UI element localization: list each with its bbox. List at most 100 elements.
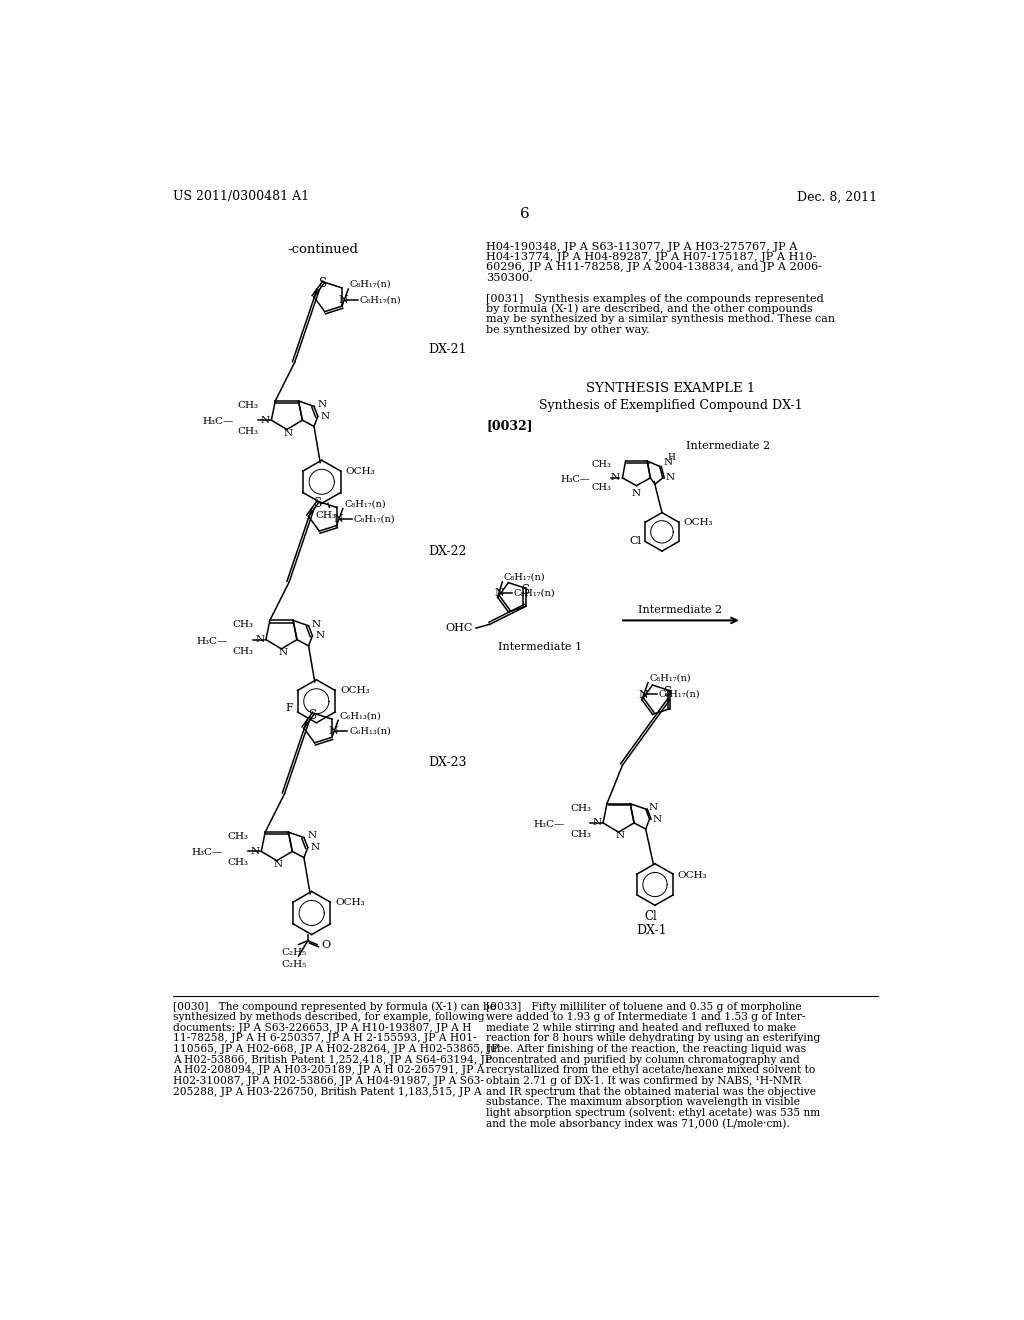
Text: N: N [664, 458, 673, 467]
Text: Intermediate 2: Intermediate 2 [686, 441, 770, 450]
Text: were added to 1.93 g of Intermediate 1 and 1.53 g of Inter-: were added to 1.93 g of Intermediate 1 a… [486, 1012, 806, 1022]
Text: SYNTHESIS EXAMPLE 1: SYNTHESIS EXAMPLE 1 [586, 381, 755, 395]
Text: C₆H₁₃(n): C₆H₁₃(n) [349, 726, 391, 735]
Text: S: S [521, 583, 529, 597]
Text: reaction for 8 hours while dehydrating by using an esterifying: reaction for 8 hours while dehydrating b… [486, 1034, 820, 1043]
Text: N: N [273, 861, 283, 869]
Text: 11-78258, JP A H 6-250357, JP A H 2-155593, JP A H01-: 11-78258, JP A H 6-250357, JP A H 2-1555… [173, 1034, 476, 1043]
Text: C₈H₁₇(n): C₈H₁₇(n) [344, 499, 386, 508]
Text: Synthesis of Exemplified Compound DX-1: Synthesis of Exemplified Compound DX-1 [539, 399, 803, 412]
Text: substance. The maximum absorption wavelength in visible: substance. The maximum absorption wavele… [486, 1097, 800, 1107]
Text: A H02-208094, JP A H03-205189, JP A H 02-265791, JP A: A H02-208094, JP A H03-205189, JP A H 02… [173, 1065, 484, 1076]
Text: N: N [321, 412, 330, 421]
Text: CH₃: CH₃ [227, 832, 249, 841]
Text: N: N [315, 631, 325, 640]
Text: 205288, JP A H03-226750, British Patent 1,183,515, JP A: 205288, JP A H03-226750, British Patent … [173, 1086, 481, 1097]
Text: C₈H₁₇(n): C₈H₁₇(n) [359, 296, 400, 305]
Text: N: N [495, 587, 504, 598]
Text: Cl: Cl [629, 536, 641, 546]
Text: obtain 2.71 g of DX-1. It was confirmed by NABS, ¹H-NMR: obtain 2.71 g of DX-1. It was confirmed … [486, 1076, 801, 1086]
Text: H₃C—: H₃C— [191, 849, 223, 858]
Text: H04-190348, JP A S63-113077, JP A H03-275767, JP A: H04-190348, JP A S63-113077, JP A H03-27… [486, 242, 798, 252]
Text: be synthesized by other way.: be synthesized by other way. [486, 325, 649, 335]
Text: OCH₃: OCH₃ [340, 686, 370, 694]
Text: DX-1: DX-1 [636, 924, 667, 937]
Text: N: N [639, 690, 648, 700]
Text: 60296, JP A H11-78258, JP A 2004-138834, and JP A 2006-: 60296, JP A H11-78258, JP A 2004-138834,… [486, 263, 822, 272]
Text: Dec. 8, 2011: Dec. 8, 2011 [797, 190, 877, 203]
Text: N: N [652, 814, 662, 824]
Text: N: N [649, 803, 658, 812]
Text: N: N [610, 474, 620, 482]
Text: C₈H₁₇(n): C₈H₁₇(n) [513, 589, 555, 597]
Text: Intermediate 1: Intermediate 1 [499, 643, 583, 652]
Text: [0030]   The compound represented by formula (X-1) can be: [0030] The compound represented by formu… [173, 1002, 496, 1012]
Text: DX-22: DX-22 [429, 545, 467, 557]
Text: S: S [309, 709, 317, 722]
Text: C₂H₅: C₂H₅ [282, 949, 306, 957]
Text: CH₃: CH₃ [238, 401, 259, 411]
Text: CH₃: CH₃ [232, 620, 253, 630]
Text: [0031]   Synthesis examples of the compounds represented: [0031] Synthesis examples of the compoun… [486, 293, 823, 304]
Text: H₃C—: H₃C— [202, 417, 233, 426]
Text: [0032]: [0032] [486, 418, 532, 432]
Text: O: O [322, 940, 331, 949]
Text: 350300.: 350300. [486, 273, 532, 282]
Text: concentrated and purified by column chromatography and: concentrated and purified by column chro… [486, 1055, 800, 1065]
Text: S: S [313, 496, 322, 510]
Text: CH₃: CH₃ [232, 647, 253, 656]
Text: N: N [251, 847, 260, 855]
Text: DX-23: DX-23 [429, 756, 467, 770]
Text: H₃C—: H₃C— [534, 820, 565, 829]
Text: H: H [668, 453, 675, 462]
Text: OCH₃: OCH₃ [678, 871, 708, 879]
Text: C₈H₁₇(n): C₈H₁₇(n) [658, 689, 700, 698]
Text: A H02-53866, British Patent 1,252,418, JP A S64-63194, JP: A H02-53866, British Patent 1,252,418, J… [173, 1055, 493, 1065]
Text: N: N [279, 648, 288, 657]
Text: N: N [284, 429, 293, 438]
Text: C₂H₅: C₂H₅ [282, 960, 306, 969]
Text: H04-13774, JP A H04-89287, JP A H07-175187, JP A H10-: H04-13774, JP A H04-89287, JP A H07-1751… [486, 252, 816, 261]
Text: CH₃: CH₃ [592, 483, 611, 492]
Text: CH₃: CH₃ [227, 858, 249, 867]
Text: tube. After finishing of the reaction, the reacting liquid was: tube. After finishing of the reaction, t… [486, 1044, 806, 1055]
Text: N: N [317, 400, 327, 409]
Text: 6: 6 [520, 207, 529, 220]
Text: H₃C—: H₃C— [560, 475, 590, 484]
Text: N: N [615, 832, 625, 841]
Text: C₆H₁₃(n): C₆H₁₃(n) [340, 711, 382, 721]
Text: CH₃: CH₃ [570, 804, 591, 813]
Text: documents: JP A S63-226653, JP A H10-193807, JP A H: documents: JP A S63-226653, JP A H10-193… [173, 1023, 471, 1032]
Text: N: N [311, 843, 321, 851]
Text: OCH₃: OCH₃ [346, 466, 376, 475]
Text: OCH₃: OCH₃ [683, 519, 713, 527]
Text: N: N [339, 294, 348, 305]
Text: may be synthesized by a similar synthesis method. These can: may be synthesized by a similar synthesi… [486, 314, 836, 325]
Text: N: N [261, 416, 270, 425]
Text: and IR spectrum that the obtained material was the objective: and IR spectrum that the obtained materi… [486, 1086, 816, 1097]
Text: C₈H₁₇(n): C₈H₁₇(n) [504, 573, 546, 582]
Text: N: N [307, 832, 316, 841]
Text: by formula (X-1) are described, and the other compounds: by formula (X-1) are described, and the … [486, 304, 813, 314]
Text: N: N [593, 818, 601, 828]
Text: light absorption spectrum (solvent: ethyl acetate) was 535 nm: light absorption spectrum (solvent: ethy… [486, 1107, 820, 1118]
Text: N: N [311, 620, 321, 628]
Text: CH₃: CH₃ [592, 461, 611, 469]
Text: H₃C—: H₃C— [197, 636, 228, 645]
Text: C₈H₁₇(n): C₈H₁₇(n) [353, 515, 395, 524]
Text: CH₃: CH₃ [570, 830, 591, 838]
Text: Intermediate 2: Intermediate 2 [638, 605, 722, 615]
Text: C₈H₁₇(n): C₈H₁₇(n) [350, 280, 391, 289]
Text: and the mole absorbancy index was 71,000 (L/mole·cm).: and the mole absorbancy index was 71,000… [486, 1118, 790, 1129]
Text: OCH₃: OCH₃ [336, 898, 366, 907]
Text: F: F [286, 702, 293, 713]
Text: H02-310087, JP A H02-53866, JP A H04-91987, JP A S63-: H02-310087, JP A H02-53866, JP A H04-919… [173, 1076, 484, 1086]
Text: OHC: OHC [445, 623, 473, 634]
Text: recrystallized from the ethyl acetate/hexane mixed solvent to: recrystallized from the ethyl acetate/he… [486, 1065, 815, 1076]
Text: 110565, JP A H02-668, JP A H02-28264, JP A H02-53865, JP: 110565, JP A H02-668, JP A H02-28264, JP… [173, 1044, 499, 1055]
Text: US 2011/0300481 A1: US 2011/0300481 A1 [173, 190, 309, 203]
Text: N: N [255, 635, 264, 644]
Text: [0033]   Fifty milliliter of toluene and 0.35 g of morpholine: [0033] Fifty milliliter of toluene and 0… [486, 1002, 802, 1011]
Text: S: S [319, 277, 328, 290]
Text: mediate 2 while stirring and heated and refluxed to make: mediate 2 while stirring and heated and … [486, 1023, 797, 1032]
